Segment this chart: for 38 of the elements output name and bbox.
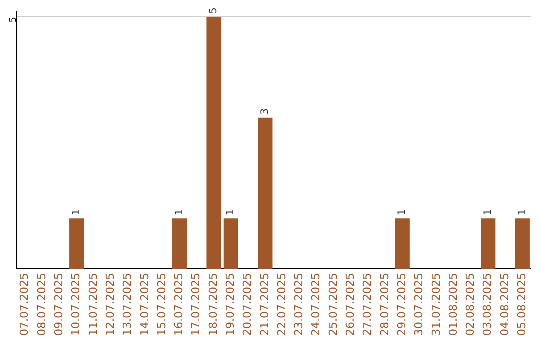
data-label: 1 [174,209,186,216]
x-tick-label: 30.07.2025 [412,273,426,336]
x-tick-label: 11.07.2025 [86,273,100,336]
x-tick-label: 05.08.2025 [516,273,529,336]
x-tick-label: 19.07.2025 [224,273,238,336]
x-tick-label: 13.07.2025 [121,273,134,336]
data-label: 1 [226,209,237,216]
x-tick-label: 24.07.2025 [310,273,323,336]
x-tick-label: 23.07.2025 [292,273,306,336]
data-label: 5 [208,8,220,14]
x-tick-label: 28.07.2025 [378,273,392,336]
x-tick-label: 16.07.2025 [172,273,186,336]
data-label: 1 [482,209,494,216]
x-tick-label: 08.07.2025 [35,273,48,336]
x-tick-label: 14.07.2025 [138,273,152,336]
x-tick-label: 27.07.2025 [361,273,374,336]
x-tick-label: 22.07.2025 [275,273,288,336]
x-tick-label: 04.08.2025 [498,273,512,336]
x-tick-label: 21.07.2025 [258,273,272,336]
x-tick-label: 20.07.2025 [241,273,254,336]
x-tick-label: 03.08.2025 [481,273,494,336]
x-tick-label: 10.07.2025 [70,273,83,336]
data-label: 1 [71,209,82,216]
x-tick-label: 07.07.2025 [18,273,32,336]
x-tick-label: 01.08.2025 [446,273,460,336]
x-tick-label: 18.07.2025 [206,273,220,336]
x-tick-label: 29.07.2025 [395,273,408,336]
x-tick-label: 02.08.2025 [464,273,478,336]
data-label: 3 [260,108,272,115]
x-tick-label: 12.07.2025 [104,273,117,336]
x-tick-label: 15.07.2025 [155,273,168,336]
x-tick-label: 26.07.2025 [344,273,358,336]
data-label: 1 [397,209,408,216]
data-label: 1 [517,209,528,216]
x-tick-label: 25.07.2025 [326,273,340,336]
x-tick-label: 17.07.2025 [190,273,203,336]
x-tick-label: 09.07.2025 [52,273,66,336]
x-tick-label: 31.07.2025 [430,273,443,336]
